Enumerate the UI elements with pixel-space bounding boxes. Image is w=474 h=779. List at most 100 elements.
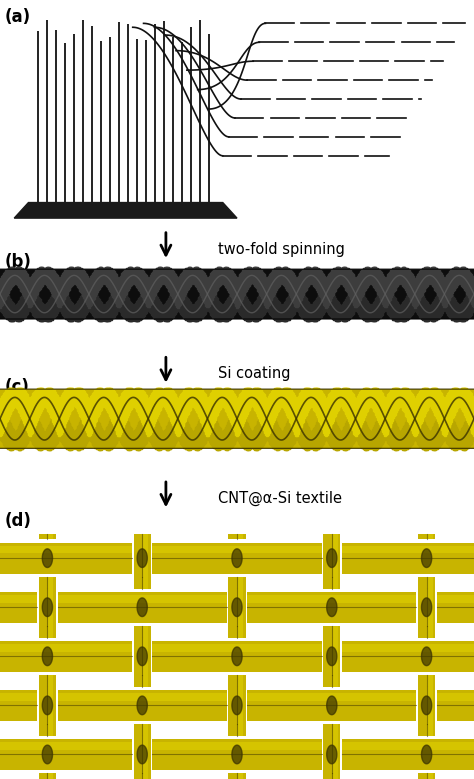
Bar <box>86 406 88 441</box>
Bar <box>24 392 27 425</box>
Bar <box>210 411 213 444</box>
Bar <box>134 432 136 448</box>
Bar <box>231 272 233 297</box>
Bar <box>37 388 40 415</box>
Bar <box>195 301 198 321</box>
Bar <box>360 291 362 316</box>
Bar <box>234 407 236 441</box>
Bar <box>380 288 383 315</box>
Bar <box>472 404 474 439</box>
Bar <box>381 408 383 442</box>
Bar <box>232 290 234 315</box>
Bar <box>358 273 361 300</box>
Bar <box>309 432 311 448</box>
Bar <box>57 282 60 309</box>
Bar <box>279 432 282 448</box>
Bar <box>355 401 357 437</box>
Bar <box>378 270 381 295</box>
Bar <box>377 390 380 420</box>
Bar <box>239 409 242 443</box>
Bar <box>288 269 290 292</box>
Bar <box>397 389 399 407</box>
Bar <box>37 422 40 449</box>
Bar <box>1 285 4 312</box>
Bar <box>296 281 298 308</box>
Bar <box>386 397 388 432</box>
Bar <box>469 411 472 444</box>
Bar <box>276 427 279 449</box>
Bar <box>342 389 344 407</box>
Bar <box>156 423 159 449</box>
Bar <box>425 428 428 449</box>
Bar <box>220 268 223 283</box>
Bar <box>196 425 199 449</box>
Bar <box>178 284 181 311</box>
Bar <box>237 398 240 433</box>
Bar <box>18 302 20 321</box>
Bar <box>418 289 420 315</box>
Bar <box>444 279 447 306</box>
Bar <box>159 428 162 449</box>
Bar <box>161 431 163 449</box>
Bar <box>73 306 75 319</box>
Bar <box>420 417 422 447</box>
Bar <box>417 274 419 301</box>
Bar <box>303 389 305 418</box>
Bar <box>9 300 11 321</box>
Bar <box>219 431 222 449</box>
Bar <box>60 278 62 305</box>
Bar <box>353 284 355 312</box>
Bar <box>33 393 36 425</box>
Bar <box>122 393 125 425</box>
Bar <box>105 430 108 449</box>
Bar <box>320 272 322 298</box>
Bar <box>355 400 357 436</box>
Bar <box>190 430 192 449</box>
Bar <box>224 267 226 285</box>
Bar <box>198 269 201 291</box>
Bar <box>56 396 58 431</box>
Bar <box>337 303 339 321</box>
Bar <box>0 280 1 308</box>
Bar <box>121 393 124 427</box>
Bar <box>418 393 420 426</box>
Bar <box>307 303 310 321</box>
Bar <box>343 267 346 286</box>
Bar <box>150 286 152 312</box>
Bar <box>33 411 35 444</box>
Bar <box>303 269 305 292</box>
Bar <box>68 388 71 413</box>
Bar <box>199 269 201 292</box>
Bar <box>111 418 113 448</box>
Bar <box>272 415 274 447</box>
Bar <box>390 270 392 295</box>
Bar <box>297 284 300 312</box>
Bar <box>459 432 462 448</box>
Bar <box>104 268 106 283</box>
Bar <box>412 277 415 305</box>
Polygon shape <box>232 598 242 616</box>
Bar <box>29 401 31 437</box>
Bar <box>402 302 405 321</box>
Bar <box>356 399 358 435</box>
Bar <box>60 406 63 441</box>
Bar <box>216 299 219 320</box>
Bar <box>283 388 285 408</box>
Bar <box>199 296 201 319</box>
Bar <box>84 411 86 445</box>
Bar <box>47 427 50 449</box>
Bar <box>413 279 415 306</box>
Bar <box>346 298 348 320</box>
Bar <box>21 269 24 292</box>
Bar <box>293 396 295 431</box>
Bar <box>240 393 243 426</box>
Bar <box>426 267 428 285</box>
Bar <box>325 280 327 308</box>
Bar <box>55 273 57 300</box>
Bar <box>197 425 199 449</box>
Bar <box>461 302 464 321</box>
Bar <box>99 301 101 321</box>
Bar <box>82 271 85 296</box>
Bar <box>141 415 144 447</box>
Bar <box>137 267 139 287</box>
